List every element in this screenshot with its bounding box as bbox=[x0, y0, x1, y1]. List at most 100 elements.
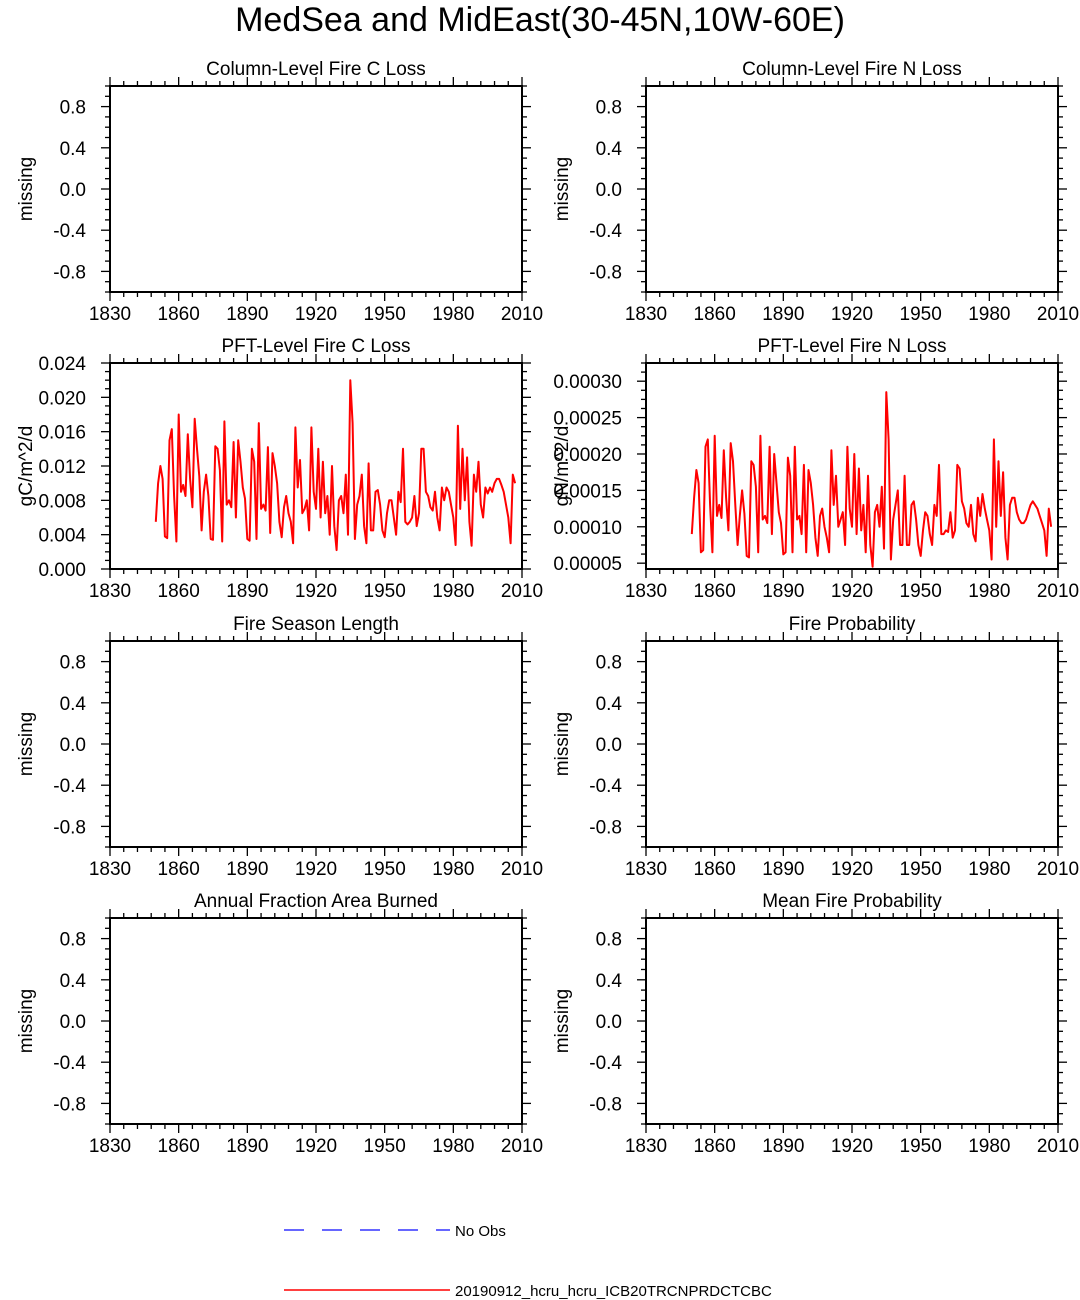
y-tick-label: 0.016 bbox=[38, 423, 86, 444]
x-tick-label: 2010 bbox=[1037, 304, 1079, 325]
y-tick-label: -0.4 bbox=[589, 1053, 622, 1074]
x-tick-label: 2010 bbox=[501, 859, 543, 880]
y-axis-label: missing bbox=[552, 989, 573, 1053]
x-tick-label: 1920 bbox=[831, 859, 873, 880]
y-tick-label: 0.000 bbox=[38, 560, 86, 581]
y-tick-label: -0.8 bbox=[53, 262, 86, 283]
chart-title: Annual Fraction Area Burned bbox=[194, 891, 438, 912]
y-tick-label: 0.8 bbox=[596, 930, 622, 951]
x-tick-label: 1830 bbox=[89, 304, 131, 325]
x-tick-label: 1860 bbox=[694, 1136, 736, 1157]
y-tick-label: 0.008 bbox=[38, 491, 86, 512]
main-title: MedSea and MidEast(30-45N,10W-60E) bbox=[235, 1, 845, 39]
x-tick-label: 1950 bbox=[900, 859, 942, 880]
legend-no-obs-label: No Obs bbox=[455, 1223, 506, 1240]
y-axis-label: gC/m^2/d bbox=[16, 426, 37, 507]
y-tick-label: 0.4 bbox=[60, 971, 87, 992]
chart-panel: Fire Season Length missing 1830 1860 1890 192… bbox=[16, 614, 543, 880]
x-tick-label: 1830 bbox=[625, 859, 667, 880]
x-tick-label: 1860 bbox=[694, 304, 736, 325]
chart-panel: Fire Probability missing 1830 1860 1890 1920 1… bbox=[552, 614, 1079, 880]
x-tick-label: 1950 bbox=[900, 581, 942, 602]
x-tick-label: 1920 bbox=[295, 859, 337, 880]
chart-panel: Column-Level Fire C Loss missing 1830 1860 1… bbox=[16, 59, 543, 325]
x-tick-label: 1980 bbox=[968, 581, 1010, 602]
y-tick-label: -0.4 bbox=[53, 776, 86, 797]
x-tick-label: 2010 bbox=[501, 1136, 543, 1157]
y-axis-label: missing bbox=[552, 157, 573, 221]
y-tick-label: -0.8 bbox=[589, 1094, 622, 1115]
x-tick-label: 1830 bbox=[89, 581, 131, 602]
y-tick-label: 0.0 bbox=[596, 180, 622, 201]
x-tick-label: 1830 bbox=[625, 1136, 667, 1157]
x-tick-label: 1860 bbox=[158, 304, 200, 325]
y-tick-label: 0.8 bbox=[60, 930, 86, 951]
y-tick-label: -0.8 bbox=[53, 1094, 86, 1115]
x-tick-label: 2010 bbox=[501, 304, 543, 325]
y-tick-label: -0.8 bbox=[589, 817, 622, 838]
chart-title: Mean Fire Probability bbox=[762, 891, 942, 912]
x-tick-label: 2010 bbox=[1037, 581, 1079, 602]
y-tick-label: 0.8 bbox=[60, 653, 86, 674]
chart-title: PFT-Level Fire C Loss bbox=[222, 336, 411, 357]
chart-panel: Mean Fire Probability missing 1830 1860 1890… bbox=[552, 891, 1079, 1157]
y-tick-label: 0.00010 bbox=[553, 518, 622, 539]
x-tick-label: 1920 bbox=[831, 304, 873, 325]
y-tick-label: 0.004 bbox=[38, 526, 86, 547]
x-tick-label: 1860 bbox=[158, 859, 200, 880]
x-tick-label: 1830 bbox=[89, 859, 131, 880]
x-tick-label: 1920 bbox=[295, 581, 337, 602]
chart-panel: Column-Level Fire N Loss missing 1830 1860 1… bbox=[552, 59, 1079, 325]
x-tick-label: 1950 bbox=[900, 304, 942, 325]
y-tick-label: -0.8 bbox=[589, 262, 622, 283]
x-tick-label: 1950 bbox=[364, 304, 406, 325]
y-tick-label: -0.4 bbox=[589, 776, 622, 797]
x-tick-label: 2010 bbox=[1037, 1136, 1079, 1157]
y-tick-label: 0.8 bbox=[596, 653, 622, 674]
chart-title: PFT-Level Fire N Loss bbox=[758, 336, 947, 357]
x-tick-label: 1950 bbox=[364, 581, 406, 602]
y-tick-label: 0.020 bbox=[38, 388, 86, 409]
x-tick-label: 1950 bbox=[900, 1136, 942, 1157]
x-tick-label: 1890 bbox=[226, 581, 268, 602]
x-tick-label: 1920 bbox=[295, 304, 337, 325]
x-tick-label: 1890 bbox=[762, 304, 804, 325]
x-tick-label: 1890 bbox=[226, 1136, 268, 1157]
x-tick-label: 1890 bbox=[762, 581, 804, 602]
y-tick-label: -0.8 bbox=[53, 817, 86, 838]
y-tick-label: -0.4 bbox=[589, 221, 622, 242]
series-line bbox=[690, 391, 1053, 568]
chart-panel: PFT-Level Fire N Loss gN/m^2/d 1830 1860 189… bbox=[552, 336, 1079, 602]
series-line bbox=[154, 379, 517, 552]
y-axis-label: missing bbox=[552, 712, 573, 776]
y-tick-label: 0.012 bbox=[38, 457, 86, 478]
y-tick-label: 0.00025 bbox=[553, 409, 622, 430]
y-tick-label: 0.8 bbox=[60, 98, 86, 119]
chart-title: Fire Season Length bbox=[233, 614, 399, 635]
x-tick-label: 1980 bbox=[968, 304, 1010, 325]
y-tick-label: 0.00030 bbox=[553, 372, 622, 393]
x-tick-label: 1830 bbox=[89, 1136, 131, 1157]
x-tick-label: 1980 bbox=[432, 304, 474, 325]
chart-panel: PFT-Level Fire C Loss gC/m^2/d 1830 1860 189… bbox=[16, 336, 543, 602]
x-tick-label: 1860 bbox=[158, 581, 200, 602]
y-tick-label: 0.00015 bbox=[553, 481, 622, 502]
x-tick-label: 1830 bbox=[625, 581, 667, 602]
y-tick-label: 0.4 bbox=[60, 694, 87, 715]
y-axis-label: missing bbox=[16, 989, 37, 1053]
y-tick-label: 0.4 bbox=[596, 694, 623, 715]
x-tick-label: 1890 bbox=[226, 859, 268, 880]
x-tick-label: 1920 bbox=[831, 581, 873, 602]
x-tick-label: 1890 bbox=[226, 304, 268, 325]
chart-title: Column-Level Fire C Loss bbox=[206, 59, 426, 80]
y-tick-label: 0.8 bbox=[596, 98, 622, 119]
y-tick-label: 0.4 bbox=[596, 139, 623, 160]
y-axis-label: gN/m^2/d bbox=[552, 426, 573, 507]
x-tick-label: 2010 bbox=[501, 581, 543, 602]
x-tick-label: 1980 bbox=[968, 859, 1010, 880]
y-tick-label: 0.4 bbox=[60, 139, 87, 160]
y-tick-label: 0.0 bbox=[596, 1012, 622, 1033]
x-tick-label: 1830 bbox=[625, 304, 667, 325]
